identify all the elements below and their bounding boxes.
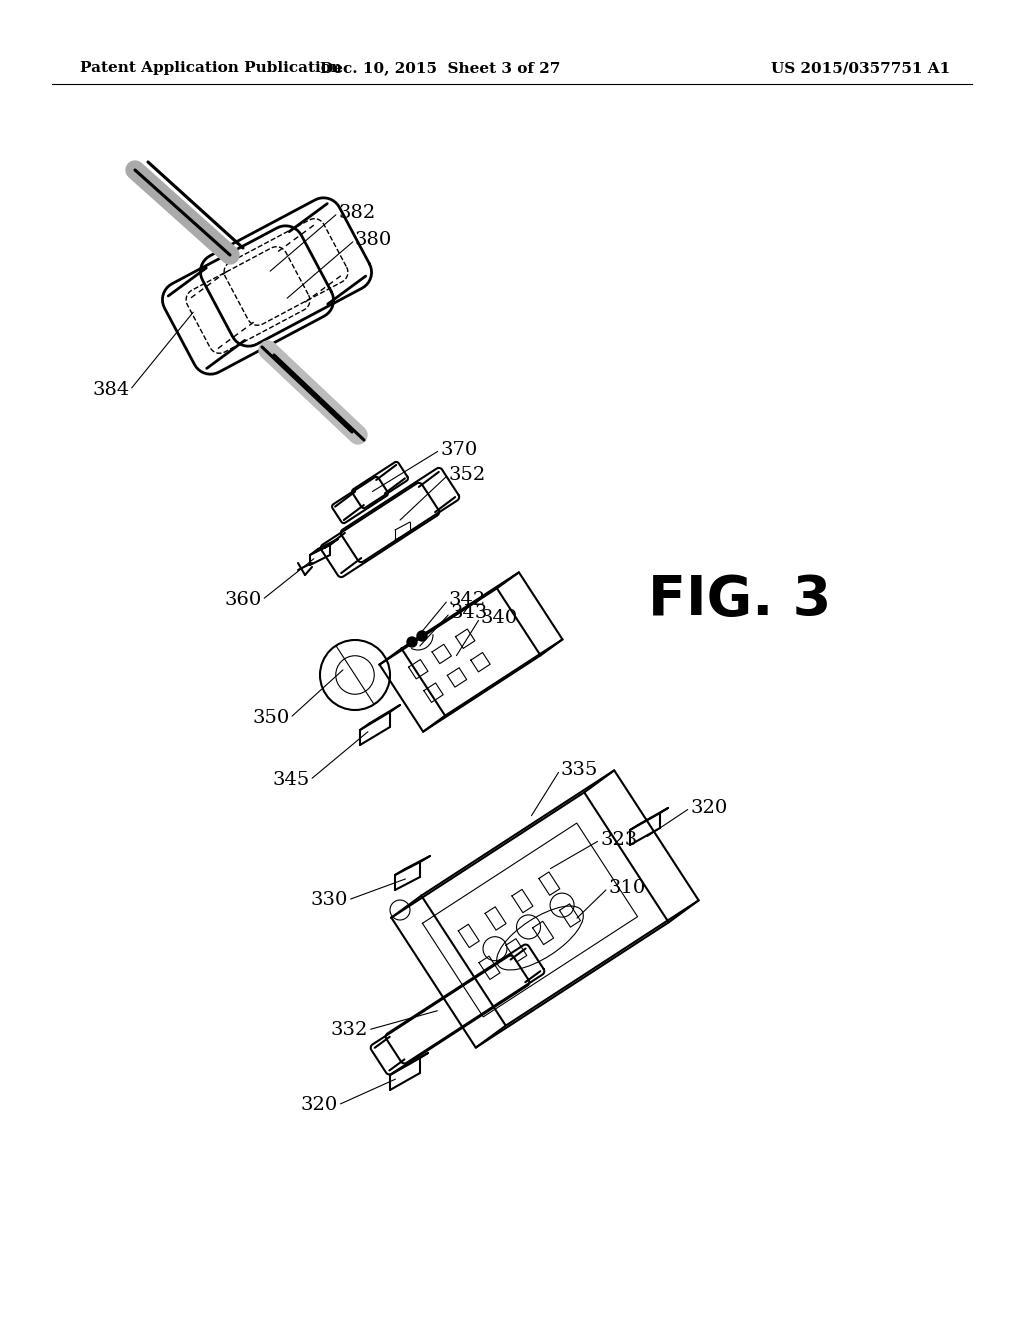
Text: 352: 352 — [449, 466, 485, 484]
Text: FIG. 3: FIG. 3 — [648, 573, 831, 627]
Text: 335: 335 — [560, 762, 597, 779]
Text: 340: 340 — [480, 609, 517, 627]
Text: 310: 310 — [608, 879, 645, 898]
Text: Dec. 10, 2015  Sheet 3 of 27: Dec. 10, 2015 Sheet 3 of 27 — [319, 61, 560, 75]
Text: 330: 330 — [310, 891, 348, 909]
Text: 342: 342 — [449, 591, 485, 609]
Text: 332: 332 — [331, 1020, 368, 1039]
Circle shape — [407, 638, 417, 647]
Text: Patent Application Publication: Patent Application Publication — [80, 61, 342, 75]
Text: 380: 380 — [355, 231, 392, 249]
Text: 384: 384 — [93, 381, 130, 399]
Text: 382: 382 — [338, 205, 375, 222]
Text: 343: 343 — [450, 605, 487, 622]
Text: US 2015/0357751 A1: US 2015/0357751 A1 — [771, 61, 950, 75]
Circle shape — [417, 631, 427, 642]
Text: 350: 350 — [253, 709, 290, 727]
Text: 320: 320 — [690, 799, 727, 817]
Text: 370: 370 — [440, 441, 477, 459]
Text: 345: 345 — [272, 771, 310, 789]
Text: 360: 360 — [224, 591, 262, 609]
Text: 323: 323 — [600, 832, 637, 849]
Text: 320: 320 — [301, 1096, 338, 1114]
